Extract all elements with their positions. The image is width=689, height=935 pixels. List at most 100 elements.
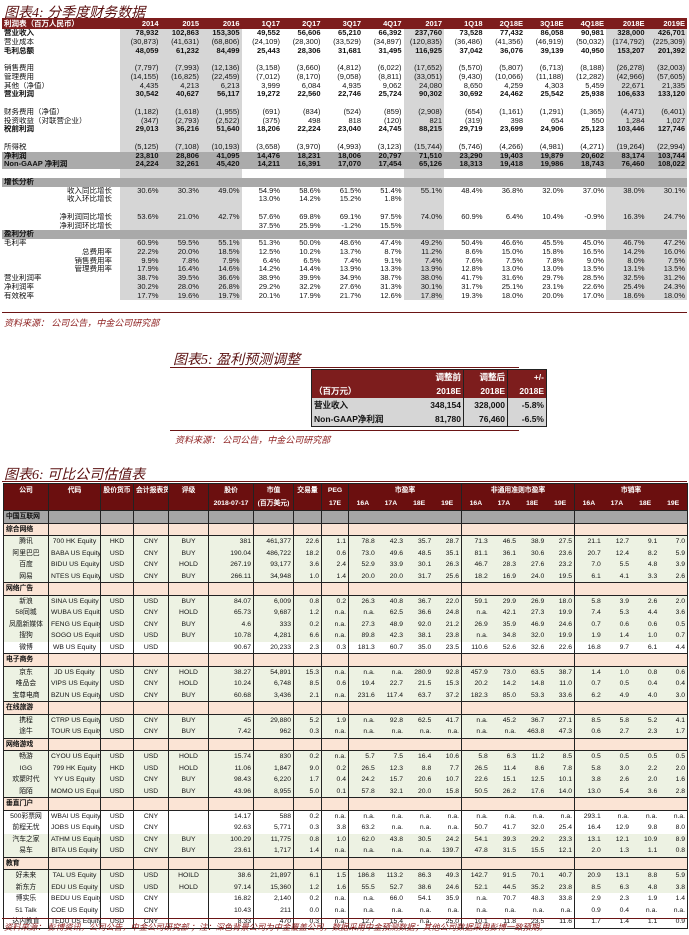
cell [403, 221, 444, 231]
cell: n.a. [659, 810, 688, 822]
cell: 25.0 [433, 916, 462, 928]
year-header: 18E [631, 497, 660, 511]
subheader-row: 2018-07-17 (百万美元) 17E 16A 17A 18E 19E 16A 17A 18E… [3, 497, 688, 511]
cell: 0.2 [293, 750, 322, 763]
cell: 5,459 [585, 81, 604, 90]
cell: 0.4 [602, 904, 632, 916]
cell: CNY [133, 893, 169, 905]
cell: 7.5% [646, 256, 687, 266]
cell: (68,806) [201, 37, 242, 47]
cell: 14,211 [241, 160, 282, 169]
cell: 32.1 [376, 785, 405, 798]
rating: BUY [168, 714, 209, 726]
cell: 12.6% [380, 291, 402, 300]
cell: HKD [100, 762, 134, 774]
cell: 2.3 [293, 641, 322, 654]
cell: n.a. [347, 810, 377, 822]
cell: 62.5 [376, 607, 405, 619]
cell: 27.6% [339, 282, 361, 291]
row-label: 投资收益（对联营企业） [4, 116, 87, 125]
cell: 90,302 [403, 90, 444, 99]
cell: n.a. [461, 904, 490, 916]
cell: 19,418 [484, 160, 525, 169]
cell: 24,224 [120, 160, 161, 169]
cell [646, 177, 687, 187]
cell: (2,793) [160, 116, 201, 126]
cell: 8.5 [293, 678, 322, 690]
cell: 22,224 [297, 125, 321, 134]
cell: USD [100, 893, 134, 905]
cell: 42.7% [201, 212, 242, 222]
rating [168, 810, 209, 822]
cell: n.a. [321, 904, 349, 916]
cell: 6.1 [574, 570, 603, 583]
cell: 7.8% [546, 256, 564, 265]
cell: USD [133, 869, 169, 882]
row-label: 盈利分析 [2, 230, 120, 239]
cell: 1.9 [574, 630, 603, 642]
rating: HOLD [168, 607, 209, 619]
section-cell [100, 737, 134, 751]
cell: 27.3 [518, 607, 547, 619]
cell: 38.7 [546, 666, 575, 678]
section-cell [48, 522, 101, 536]
section-cell [321, 510, 349, 523]
cell: 22.0 [433, 595, 462, 607]
header-change: +/- [507, 369, 547, 384]
section-cell [347, 510, 462, 523]
cell: 23.61 [208, 845, 254, 857]
rating [168, 904, 209, 916]
cell: CNY [133, 607, 169, 619]
cell [201, 134, 242, 143]
forecast-adjustment-table: 调整前 调整后 +/- （百万元） 2018E 2018E 2018E 营业收入… [311, 369, 547, 427]
cell: 46.7 [461, 559, 490, 571]
cell: 12.7 [602, 535, 632, 548]
cell: 2.3 [602, 893, 632, 905]
cell: (4,271) [580, 142, 604, 151]
cell: 30,542 [120, 90, 161, 99]
company-name: 腾讯 [3, 535, 49, 548]
cell: 81.1 [461, 547, 490, 559]
cell: USD [100, 774, 134, 786]
cell: 32.2% [299, 282, 321, 291]
cell: 8.6 [518, 762, 547, 774]
cell: n.a. [347, 904, 377, 916]
cell: 6.6 [293, 630, 322, 642]
cell: (57,605) [646, 72, 687, 82]
cell: 22.2% [120, 247, 161, 257]
column-header: 代码 [48, 483, 101, 497]
cell: 0.0 [293, 904, 322, 916]
section-cell [133, 510, 169, 523]
cell: 8.5 [574, 881, 603, 893]
cell: 23,699 [500, 125, 523, 134]
cell: 4,935 [342, 81, 361, 90]
cell: 588 [253, 810, 294, 822]
rating: BUY [168, 726, 209, 738]
cell: 110.6 [461, 641, 490, 654]
cell: 97.14 [208, 881, 254, 893]
rating: BUY [168, 547, 209, 559]
cell: 12.8% [461, 265, 483, 274]
cell: 0.2 [293, 810, 322, 822]
cell: 113.2 [376, 869, 405, 882]
cell: 63.5 [518, 666, 547, 678]
section-row: 教育 [3, 856, 688, 870]
cell: 25,443 [257, 46, 280, 55]
company-name: IGG [3, 762, 49, 774]
cell: 56,606 [297, 29, 321, 37]
rating: HOLD [168, 559, 209, 571]
section-cell [293, 510, 322, 523]
cell: 48.5 [405, 547, 434, 559]
cell: (22,994) [646, 142, 687, 152]
cell: 280.9 [405, 666, 434, 678]
cell: 14.2% [606, 247, 647, 257]
cell: 56,117 [201, 90, 242, 99]
cell: n.a. [321, 689, 349, 702]
cell [363, 99, 404, 108]
cell: 4.8 [631, 559, 660, 571]
cell: 20,233 [253, 641, 294, 654]
section-cell [48, 582, 101, 596]
cell [403, 230, 444, 239]
cell: 182.3 [461, 689, 490, 702]
cell: 18.0 [546, 595, 575, 607]
